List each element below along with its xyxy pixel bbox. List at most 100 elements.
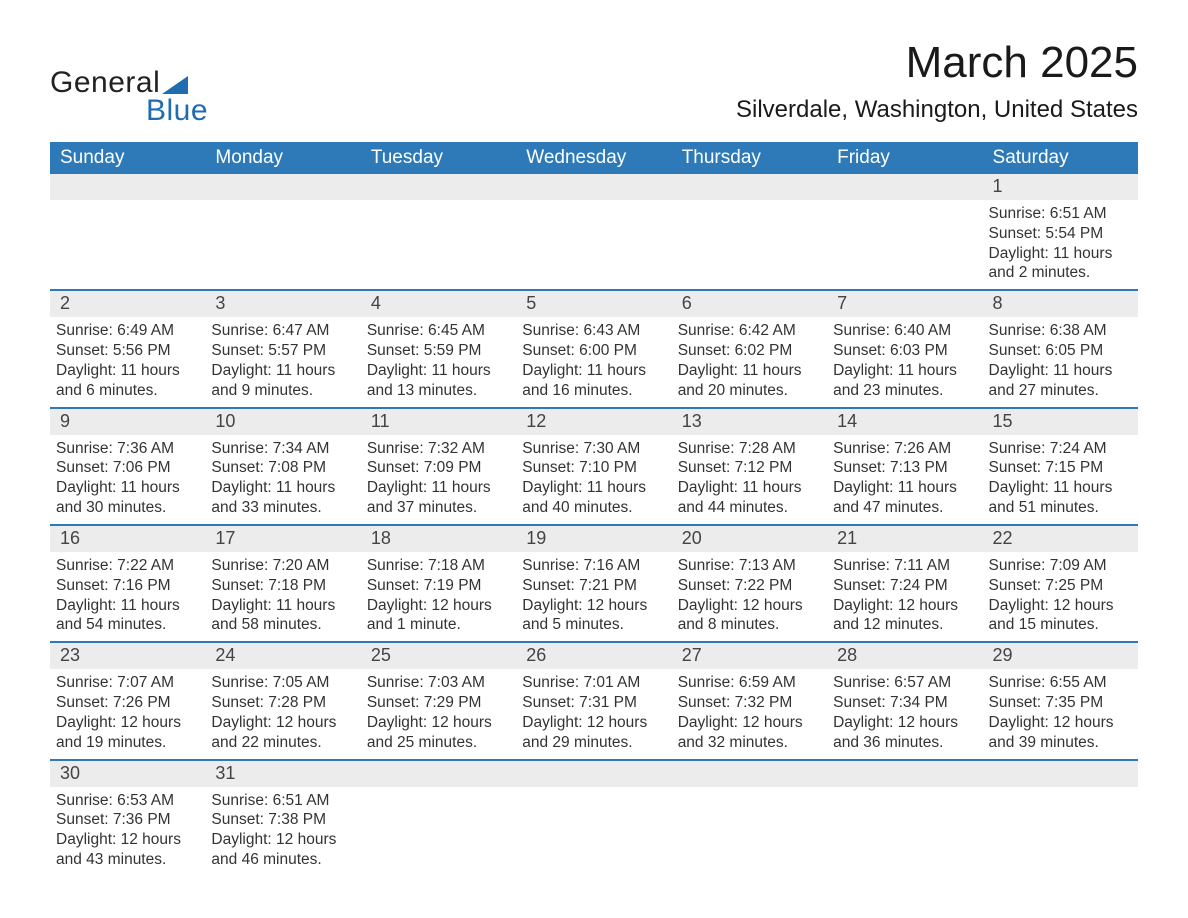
sunset-line-value: 7:22 PM bbox=[735, 577, 793, 594]
sunset-line: Sunset: 7:29 PM bbox=[367, 693, 510, 713]
daylight-line: Daylight: 11 hours and 27 minutes. bbox=[989, 361, 1132, 401]
sunset-line-label: Sunset: bbox=[989, 459, 1046, 476]
calendar-cell: 6Sunrise: 6:42 AMSunset: 6:02 PMDaylight… bbox=[672, 290, 827, 407]
sunrise-line: Sunrise: 7:01 AM bbox=[522, 673, 665, 693]
sunset-line-label: Sunset: bbox=[56, 577, 113, 594]
sunset-line: Sunset: 7:28 PM bbox=[211, 693, 354, 713]
day-number: 19 bbox=[516, 526, 671, 552]
calendar-cell: 21Sunrise: 7:11 AMSunset: 7:24 PMDayligh… bbox=[827, 525, 982, 642]
day-number: 25 bbox=[361, 643, 516, 669]
sunrise-line-label: Sunrise: bbox=[211, 792, 272, 809]
day-body: Sunrise: 7:07 AMSunset: 7:26 PMDaylight:… bbox=[50, 669, 205, 758]
sunrise-line: Sunrise: 7:05 AM bbox=[211, 673, 354, 693]
calendar-cell: 16Sunrise: 7:22 AMSunset: 7:16 PMDayligh… bbox=[50, 525, 205, 642]
sunset-line-value: 7:21 PM bbox=[579, 577, 637, 594]
sunrise-line-label: Sunrise: bbox=[522, 674, 583, 691]
daylight-line: Daylight: 11 hours and 30 minutes. bbox=[56, 478, 199, 518]
daylight-line: Daylight: 11 hours and 47 minutes. bbox=[833, 478, 976, 518]
day-body: Sunrise: 6:40 AMSunset: 6:03 PMDaylight:… bbox=[827, 317, 982, 406]
sunrise-line: Sunrise: 7:16 AM bbox=[522, 556, 665, 576]
daylight-line-label: Daylight: bbox=[833, 597, 898, 614]
calendar-row: 23Sunrise: 7:07 AMSunset: 7:26 PMDayligh… bbox=[50, 642, 1138, 759]
sunrise-line-label: Sunrise: bbox=[989, 322, 1050, 339]
sunset-line-value: 6:00 PM bbox=[579, 342, 637, 359]
day-number: 28 bbox=[827, 643, 982, 669]
sunset-line-label: Sunset: bbox=[367, 342, 424, 359]
sunrise-line: Sunrise: 6:45 AM bbox=[367, 321, 510, 341]
day-body: Sunrise: 7:28 AMSunset: 7:12 PMDaylight:… bbox=[672, 435, 827, 524]
sunset-line-label: Sunset: bbox=[833, 342, 890, 359]
sunset-line: Sunset: 6:02 PM bbox=[678, 341, 821, 361]
daylight-line: Daylight: 11 hours and 16 minutes. bbox=[522, 361, 665, 401]
sunrise-line-value: 6:47 AM bbox=[273, 322, 330, 339]
daylight-line: Daylight: 11 hours and 33 minutes. bbox=[211, 478, 354, 518]
sunrise-line-value: 7:18 AM bbox=[428, 557, 485, 574]
sunset-line: Sunset: 7:10 PM bbox=[522, 458, 665, 478]
sunset-line: Sunset: 7:35 PM bbox=[989, 693, 1132, 713]
daylight-line-label: Daylight: bbox=[989, 362, 1054, 379]
daylight-line: Daylight: 11 hours and 20 minutes. bbox=[678, 361, 821, 401]
sunrise-line: Sunrise: 6:55 AM bbox=[989, 673, 1132, 693]
sunset-line: Sunset: 7:24 PM bbox=[833, 576, 976, 596]
sunset-line-label: Sunset: bbox=[989, 225, 1046, 242]
weekday-header: Sunday bbox=[50, 142, 205, 174]
day-number: 17 bbox=[205, 526, 360, 552]
sunrise-line: Sunrise: 7:18 AM bbox=[367, 556, 510, 576]
sunset-line-label: Sunset: bbox=[833, 694, 890, 711]
daylight-line: Daylight: 12 hours and 12 minutes. bbox=[833, 596, 976, 636]
sunset-line-value: 7:08 PM bbox=[268, 459, 326, 476]
day-body: Sunrise: 6:59 AMSunset: 7:32 PMDaylight:… bbox=[672, 669, 827, 758]
day-number bbox=[50, 174, 205, 200]
calendar-cell-empty bbox=[516, 760, 671, 876]
page-header: General Blue March 2025 Silverdale, Wash… bbox=[50, 38, 1138, 128]
logo-triangle-icon bbox=[162, 76, 188, 94]
day-number bbox=[361, 761, 516, 787]
daylight-line: Daylight: 12 hours and 46 minutes. bbox=[211, 830, 354, 870]
calendar-cell-empty bbox=[50, 174, 205, 290]
day-number bbox=[827, 761, 982, 787]
sunrise-line-value: 6:59 AM bbox=[739, 674, 796, 691]
daylight-line-label: Daylight: bbox=[678, 479, 743, 496]
daylight-line-label: Daylight: bbox=[211, 714, 276, 731]
day-body: Sunrise: 7:26 AMSunset: 7:13 PMDaylight:… bbox=[827, 435, 982, 524]
sunset-line-value: 7:28 PM bbox=[268, 694, 326, 711]
sunrise-line-label: Sunrise: bbox=[678, 557, 739, 574]
sunset-line: Sunset: 7:13 PM bbox=[833, 458, 976, 478]
daylight-line: Daylight: 11 hours and 51 minutes. bbox=[989, 478, 1132, 518]
sunset-line-value: 7:36 PM bbox=[113, 811, 171, 828]
calendar-cell-empty bbox=[361, 760, 516, 876]
day-body: Sunrise: 6:51 AMSunset: 5:54 PMDaylight:… bbox=[983, 200, 1138, 289]
sunrise-line-label: Sunrise: bbox=[522, 557, 583, 574]
day-body: Sunrise: 7:20 AMSunset: 7:18 PMDaylight:… bbox=[205, 552, 360, 641]
sunrise-line-label: Sunrise: bbox=[678, 674, 739, 691]
sunset-line-value: 7:35 PM bbox=[1045, 694, 1103, 711]
day-body: Sunrise: 7:18 AMSunset: 7:19 PMDaylight:… bbox=[361, 552, 516, 641]
sunrise-line-value: 7:20 AM bbox=[273, 557, 330, 574]
day-number: 1 bbox=[983, 174, 1138, 200]
sunrise-line-value: 7:22 AM bbox=[117, 557, 174, 574]
daylight-line: Daylight: 11 hours and 9 minutes. bbox=[211, 361, 354, 401]
day-number: 6 bbox=[672, 291, 827, 317]
weekday-header: Wednesday bbox=[516, 142, 671, 174]
day-number: 13 bbox=[672, 409, 827, 435]
daylight-line: Daylight: 12 hours and 43 minutes. bbox=[56, 830, 199, 870]
sunset-line-value: 6:03 PM bbox=[890, 342, 948, 359]
daylight-line: Daylight: 11 hours and 44 minutes. bbox=[678, 478, 821, 518]
sunrise-line: Sunrise: 7:20 AM bbox=[211, 556, 354, 576]
sunrise-line: Sunrise: 6:59 AM bbox=[678, 673, 821, 693]
daylight-line: Daylight: 11 hours and 2 minutes. bbox=[989, 244, 1132, 284]
sunrise-line-value: 7:03 AM bbox=[428, 674, 485, 691]
sunset-line-value: 7:13 PM bbox=[890, 459, 948, 476]
sunset-line-label: Sunset: bbox=[367, 459, 424, 476]
day-number: 10 bbox=[205, 409, 360, 435]
day-body: Sunrise: 6:49 AMSunset: 5:56 PMDaylight:… bbox=[50, 317, 205, 406]
sunrise-line-value: 6:53 AM bbox=[117, 792, 174, 809]
calendar-cell: 11Sunrise: 7:32 AMSunset: 7:09 PMDayligh… bbox=[361, 408, 516, 525]
sunrise-line-value: 6:51 AM bbox=[1050, 205, 1107, 222]
sunset-line-label: Sunset: bbox=[211, 694, 268, 711]
day-body bbox=[205, 200, 360, 282]
month-title: March 2025 bbox=[736, 38, 1138, 88]
sunset-line-value: 7:34 PM bbox=[890, 694, 948, 711]
sunset-line: Sunset: 5:54 PM bbox=[989, 224, 1132, 244]
daylight-line-label: Daylight: bbox=[56, 597, 121, 614]
